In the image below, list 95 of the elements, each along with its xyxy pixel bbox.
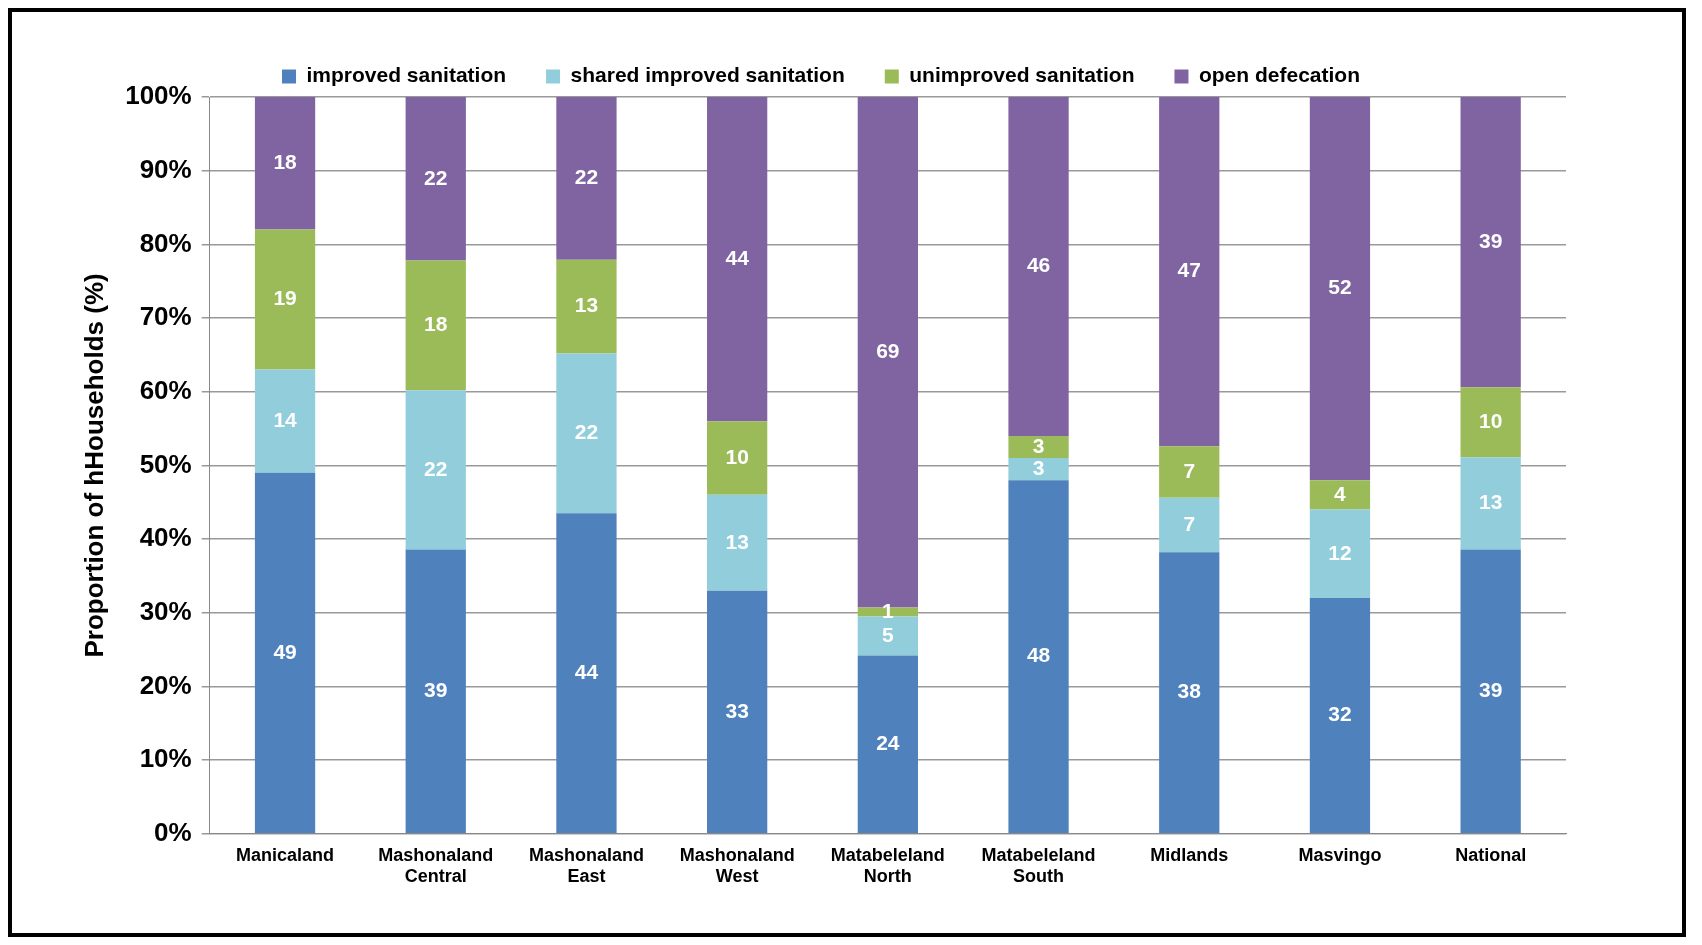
x-tick-label: Mashonaland East: [528, 844, 644, 887]
legend-label: shared improved sanitation: [570, 63, 845, 87]
bar: [1460, 387, 1521, 458]
bar: [1309, 480, 1371, 510]
data-label: 7: [1183, 458, 1196, 482]
y-tick-label: 40%: [139, 522, 192, 553]
data-label: 14: [273, 407, 298, 431]
bar: [707, 494, 768, 591]
y-tick-label: 20%: [139, 669, 192, 700]
data-label: 13: [1478, 490, 1503, 514]
data-label: 13: [725, 529, 749, 553]
data-label: 32: [1328, 702, 1352, 726]
data-label: 39: [424, 678, 448, 702]
legend-label: open defecation: [1198, 63, 1360, 87]
data-label: 44: [725, 245, 750, 269]
bar: [1460, 549, 1521, 834]
x-tick-label: Matabeleland North: [830, 844, 945, 887]
data-label: 1: [882, 598, 895, 622]
data-label: 13: [574, 293, 599, 317]
bar: [857, 616, 918, 656]
y-tick-label: 80%: [139, 227, 192, 258]
bar: [254, 369, 316, 473]
bar: [1008, 480, 1069, 834]
bar: [1309, 97, 1371, 481]
y-tick-label: 10%: [139, 743, 192, 774]
x-tick-label: Mashonaland West: [679, 844, 795, 887]
legend-label: improved sanitation: [306, 63, 507, 87]
data-label: 69: [876, 339, 900, 363]
bar: [707, 421, 768, 495]
data-label: 5: [882, 622, 895, 646]
y-tick-label: 70%: [139, 301, 192, 332]
y-axis-title: Proportion of hHouseholds (%): [78, 273, 109, 658]
bar: [556, 353, 617, 514]
data-label: 49: [273, 639, 297, 663]
data-label: 4: [1334, 481, 1347, 505]
x-tick-label: National: [1455, 844, 1527, 865]
data-label: 39: [1478, 678, 1503, 702]
data-label: 10: [725, 444, 749, 468]
x-tick-label: Mashonaland Central: [378, 844, 494, 887]
data-label: 22: [424, 456, 448, 480]
data-label: 3: [1032, 455, 1045, 479]
bar: [556, 97, 617, 260]
bar: [1008, 97, 1069, 436]
y-tick-label: 30%: [139, 595, 192, 626]
bar: [707, 97, 768, 422]
bar: [405, 390, 466, 550]
x-tick-label: Manicaland: [236, 844, 335, 865]
bar: [405, 97, 466, 261]
bar: [707, 590, 768, 834]
bar: [1159, 446, 1220, 498]
bar: [1008, 458, 1069, 481]
legend-label: unimproved sanitation: [909, 63, 1135, 87]
bar: [1159, 552, 1220, 834]
x-tick-label: Masvingo: [1298, 844, 1382, 865]
bar: [556, 513, 617, 834]
data-label: 3: [1032, 433, 1045, 457]
data-label: 22: [424, 165, 448, 189]
data-label: 19: [273, 286, 297, 310]
bar: [1460, 457, 1521, 550]
bar: [405, 549, 466, 834]
bar: [254, 97, 316, 230]
x-tick-label: Matabeleland South: [981, 844, 1096, 887]
data-label: 24: [876, 731, 900, 755]
data-label: 44: [574, 659, 599, 683]
bar: [1008, 435, 1069, 459]
bar: [1460, 97, 1521, 388]
data-label: 7: [1183, 511, 1196, 535]
data-label: 12: [1328, 540, 1352, 564]
bar: [1309, 598, 1371, 834]
data-label: 52: [1328, 275, 1352, 299]
bar: [556, 259, 617, 354]
data-label: 18: [273, 150, 298, 174]
y-tick-label: 50%: [139, 448, 192, 479]
data-label: 22: [574, 165, 599, 189]
y-tick-label: 100%: [125, 80, 192, 111]
bar: [405, 260, 466, 391]
data-label: 46: [1026, 253, 1051, 277]
y-tick-label: 0%: [154, 816, 192, 847]
bar: [254, 472, 316, 834]
bar: [1309, 509, 1371, 599]
data-label: 33: [725, 698, 749, 722]
data-label: 47: [1177, 258, 1201, 282]
data-label: 18: [424, 312, 448, 336]
data-label: 48: [1026, 643, 1051, 667]
x-tick-label: Midlands: [1150, 844, 1229, 865]
bar: [1159, 497, 1220, 553]
bar: [1159, 97, 1220, 447]
bar: [254, 229, 316, 370]
data-label: 10: [1478, 409, 1503, 433]
data-label: 38: [1177, 679, 1202, 703]
bar: [857, 655, 918, 834]
data-label: 22: [574, 420, 599, 444]
y-tick-label: 90%: [139, 153, 192, 184]
data-label: 39: [1478, 228, 1503, 252]
y-tick-label: 60%: [139, 374, 192, 405]
